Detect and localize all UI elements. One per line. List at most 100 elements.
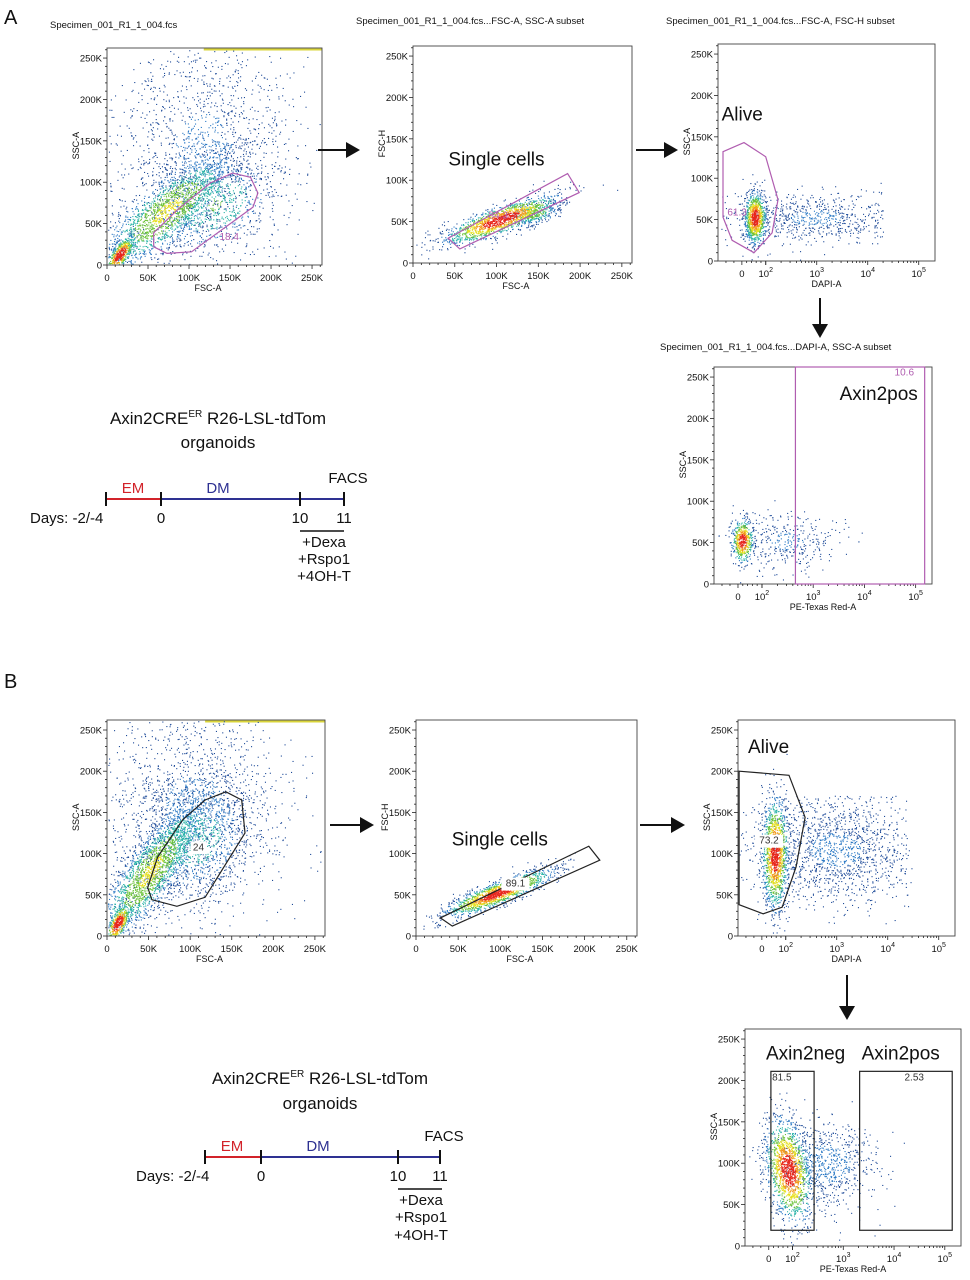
event-dot bbox=[125, 239, 127, 241]
event-dot bbox=[516, 203, 518, 205]
event-dot bbox=[519, 229, 521, 231]
event-dot bbox=[542, 199, 544, 201]
event-dot bbox=[232, 174, 234, 176]
event-dot bbox=[146, 224, 148, 226]
event-dot bbox=[298, 173, 300, 175]
event-dot bbox=[153, 202, 155, 204]
event-dot bbox=[472, 243, 474, 245]
event-dot bbox=[531, 202, 533, 204]
event-dot bbox=[131, 243, 133, 245]
event-dot bbox=[198, 153, 200, 155]
event-dot bbox=[253, 253, 255, 255]
event-dot bbox=[275, 123, 277, 125]
gate-percentage: 18.4 bbox=[219, 232, 239, 243]
event-dot bbox=[450, 246, 452, 248]
event-dot bbox=[555, 203, 557, 205]
event-dot bbox=[550, 209, 552, 211]
event-dot bbox=[211, 190, 213, 192]
event-dot bbox=[182, 132, 184, 134]
gate-outline[interactable] bbox=[153, 172, 259, 255]
event-dot bbox=[234, 115, 236, 117]
event-dot bbox=[172, 168, 174, 170]
event-dot bbox=[542, 211, 544, 213]
event-dot bbox=[219, 162, 221, 164]
event-dot bbox=[133, 240, 135, 242]
event-dot bbox=[114, 255, 116, 257]
event-dot bbox=[201, 153, 203, 155]
event-dot bbox=[217, 182, 219, 184]
event-dot bbox=[179, 175, 181, 177]
event-dot bbox=[552, 199, 554, 201]
event-dot bbox=[543, 200, 545, 202]
event-dot bbox=[496, 204, 498, 206]
event-dot bbox=[111, 212, 113, 214]
event-dot bbox=[172, 208, 174, 210]
event-dot bbox=[221, 149, 223, 151]
event-dot bbox=[462, 224, 464, 226]
event-dot bbox=[180, 183, 182, 185]
event-dot bbox=[526, 197, 528, 199]
event-dot bbox=[244, 252, 246, 254]
event-dot bbox=[194, 197, 196, 199]
event-dot bbox=[527, 221, 529, 223]
event-dot bbox=[162, 106, 164, 108]
event-dot bbox=[557, 209, 559, 211]
event-dot bbox=[283, 214, 285, 216]
event-dot bbox=[133, 220, 135, 222]
event-dot bbox=[537, 195, 539, 197]
event-dot bbox=[120, 254, 122, 256]
event-dot bbox=[151, 236, 153, 238]
event-dot bbox=[139, 219, 141, 221]
event-dot bbox=[184, 259, 186, 261]
event-dot bbox=[204, 188, 206, 190]
event-dot bbox=[125, 208, 127, 210]
event-dot bbox=[583, 187, 585, 189]
event-dot bbox=[127, 237, 129, 239]
event-dot bbox=[141, 209, 143, 211]
event-dot bbox=[152, 184, 154, 186]
event-dot bbox=[153, 59, 155, 61]
event-dot bbox=[542, 213, 544, 215]
event-dot bbox=[135, 224, 137, 226]
event-dot bbox=[173, 200, 175, 202]
event-dot bbox=[134, 82, 136, 84]
event-dot bbox=[216, 218, 218, 220]
event-dot bbox=[158, 208, 160, 210]
event-dot bbox=[236, 175, 238, 177]
event-dot bbox=[223, 166, 225, 168]
event-dot bbox=[153, 235, 155, 237]
event-dot bbox=[167, 249, 169, 251]
event-dot bbox=[225, 226, 227, 228]
event-dot bbox=[243, 101, 245, 103]
event-dot bbox=[199, 197, 201, 199]
event-dot bbox=[238, 62, 240, 64]
gate[interactable]: 18.4 bbox=[153, 172, 259, 255]
event-dot bbox=[307, 173, 309, 175]
event-dot bbox=[218, 174, 220, 176]
event-dot bbox=[538, 220, 540, 222]
event-dot bbox=[136, 247, 138, 249]
event-dot bbox=[220, 191, 222, 193]
event-dot bbox=[219, 145, 221, 147]
event-dot bbox=[491, 208, 493, 210]
event-dot bbox=[202, 92, 204, 94]
event-dot bbox=[208, 174, 210, 176]
event-dot bbox=[457, 238, 459, 240]
event-dot bbox=[293, 72, 295, 74]
event-dot bbox=[109, 135, 111, 137]
event-dot bbox=[155, 217, 157, 219]
event-dot bbox=[219, 212, 221, 214]
event-dot bbox=[459, 229, 461, 231]
event-dot bbox=[130, 238, 132, 240]
event-dot bbox=[210, 125, 212, 127]
event-dot bbox=[251, 169, 253, 171]
event-dot bbox=[157, 210, 159, 212]
event-dot bbox=[267, 95, 269, 97]
event-dot bbox=[219, 235, 221, 237]
event-dot bbox=[129, 248, 131, 250]
event-dot bbox=[210, 213, 212, 215]
event-dot bbox=[243, 189, 245, 191]
event-dot bbox=[182, 212, 184, 214]
event-dot bbox=[198, 177, 200, 179]
event-dot bbox=[241, 193, 243, 195]
